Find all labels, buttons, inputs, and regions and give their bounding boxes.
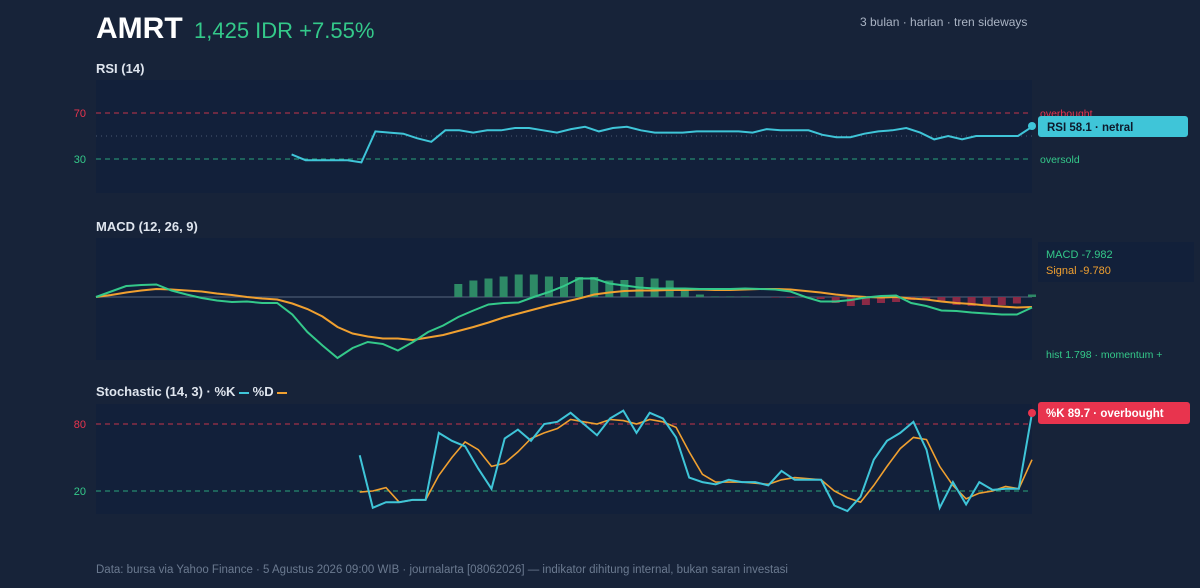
rsi-value-badge: RSI 58.1 · netral [1047,122,1133,134]
histogram-bar [967,297,976,306]
histogram-bar [575,277,584,297]
histogram-bar [454,284,463,297]
rsi-panel-title: RSI (14) [96,61,145,76]
stoch-k-series-line [358,409,1033,513]
macd-series-line [95,277,1033,360]
rsi-tick-70: 70 [74,108,86,120]
histogram-bar [952,297,961,305]
histogram-bar [680,288,689,297]
rsi-tick-30: 30 [74,154,86,166]
price-change: 1,425 IDR +7.55% [194,18,375,43]
histogram-bar [620,280,629,297]
histogram-bar [499,276,508,297]
chart-meta: 3 bulan · harian · tren sideways [860,15,1028,29]
signal-value-label: Signal -9.780 [1046,265,1111,277]
ticker-symbol: AMRT [96,12,183,45]
stoch-tick-80: 80 [74,419,86,431]
rsi-last-point [1028,122,1036,130]
k-legend-swatch [239,391,250,394]
histogram-bar [514,274,523,297]
macd-value-label: MACD -7.982 [1046,249,1113,261]
stochastic-panel-title: Stochastic (14, 3) · %K %D [96,384,288,399]
histogram-bar [544,276,553,297]
histogram-bar [741,296,750,297]
stoch-value-badge-bg [1038,402,1190,424]
stochastic-panel-bg [96,404,1032,514]
histogram-bar [937,297,946,302]
stoch-tick-20: 20 [74,486,86,498]
histogram-bar [846,297,855,306]
histogram-bar [605,280,614,297]
macd-legend-box [1038,242,1194,282]
histogram-value-label: hist 1.798 · momentum + [1046,349,1162,361]
histogram-bar [726,296,735,297]
stoch-last-point [1028,409,1036,417]
rsi-oversold-label: oversold [1040,154,1080,166]
histogram-bar [816,297,825,299]
histogram-bar [1012,297,1021,304]
d-legend-swatch [277,391,288,394]
histogram-bar [892,297,901,302]
stochastic-title-text: Stochastic (14, 3) · %K [96,384,240,399]
macd-panel-title: MACD (12, 26, 9) [96,219,198,234]
histogram-bar [484,278,493,297]
histogram-bar [831,297,840,303]
histogram-bar [771,297,780,298]
histogram-bar [861,297,870,305]
histogram-bar [711,296,719,297]
d-legend-label: %D [249,384,278,399]
histogram-bar [877,297,885,303]
stoch-value-badge: %K 89.7 · overbought [1046,408,1164,420]
histogram-bar [982,297,991,306]
histogram-bar [469,280,478,297]
histogram-bar [786,297,795,298]
macd-panel-bg [96,238,1032,360]
histogram-bar [997,297,1006,305]
rsi-value-badge-bg [1038,116,1188,137]
histogram-bar [695,294,704,297]
histogram-bar [1028,294,1036,297]
histogram-bar [529,274,538,297]
stoch-d-series-line [359,418,1033,504]
histogram-bar [590,277,599,297]
footer-source-note: Data: bursa via Yahoo Finance · 5 Agustu… [96,564,788,576]
rsi-series-line [291,125,1033,164]
